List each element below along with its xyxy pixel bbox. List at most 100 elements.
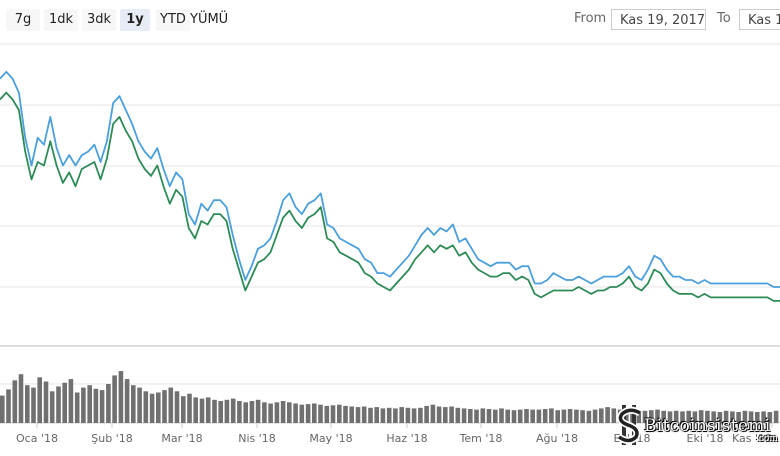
volume-bar: [280, 401, 286, 423]
volume-bar: [449, 406, 454, 423]
volume-bar: [312, 403, 317, 423]
volume-bar: [411, 408, 417, 423]
volume-bar: [517, 409, 523, 423]
volume-bar: [43, 381, 49, 423]
volume-bar: [293, 403, 298, 423]
series-line-blue: [0, 70, 780, 288]
volume-bar: [18, 374, 24, 423]
volume-bar: [667, 411, 673, 423]
volume-bar: [717, 412, 723, 423]
range-button-1y[interactable]: 1y: [120, 9, 150, 31]
volume-bar: [567, 409, 573, 423]
volume-bar: [268, 403, 273, 423]
volume-bar: [468, 409, 473, 423]
volume-bar: [355, 407, 361, 423]
volume-bar: [549, 408, 554, 423]
volume-bar: [187, 393, 192, 423]
volume-bar: [599, 408, 604, 423]
x-tick-label: Şub '18: [91, 432, 132, 445]
range-button-3dk[interactable]: 3dk: [82, 9, 116, 31]
volume-bar: [586, 410, 592, 423]
volume-bar: [299, 404, 305, 423]
from-label: From: [574, 11, 607, 26]
volume-bar: [418, 407, 423, 424]
volume-bar: [723, 410, 729, 423]
volume-bar: [430, 404, 436, 423]
volume-bar: [611, 408, 617, 423]
volume-bar: [349, 406, 354, 423]
volume-bar: [655, 409, 660, 423]
volume-bar: [386, 407, 392, 424]
volume-bar: [461, 408, 467, 423]
volume-bar: [767, 412, 773, 423]
volume-bar: [274, 402, 280, 423]
range-button-1dk[interactable]: 1dk: [44, 9, 78, 31]
volume-bar: [748, 411, 754, 423]
volume-bar: [218, 401, 223, 423]
volume-bar: [561, 409, 567, 423]
volume-bar: [199, 398, 205, 423]
volume-bar: [524, 409, 529, 423]
volume-bar: [361, 406, 367, 423]
volume-bar: [230, 398, 236, 423]
volume-bar: [106, 384, 111, 423]
volume-bar: [81, 387, 86, 423]
volume-bar: [730, 411, 735, 423]
volume-bar: [493, 409, 498, 423]
volume-bar: [112, 375, 117, 423]
x-tick-label: Oca '18: [16, 432, 58, 445]
series-line-green: [0, 91, 780, 302]
watermark-suffix-text: .com: [756, 434, 778, 444]
from-date-input[interactable]: Kas 19, 2017: [611, 9, 706, 30]
volume-bar: [405, 407, 411, 424]
x-tick-label: Haz '18: [386, 432, 427, 445]
volume-bar: [680, 411, 685, 423]
volume-bar: [31, 387, 36, 423]
volume-bar: [25, 385, 30, 423]
chart-gridlines: [0, 43, 780, 424]
volume-bar: [262, 402, 267, 423]
volume-bar: [624, 410, 629, 423]
volume-bar: [661, 410, 666, 423]
volume-bar: [393, 408, 398, 423]
volume-bar: [68, 379, 74, 423]
volume-bar: [530, 409, 535, 423]
volume-bar: [773, 410, 779, 423]
x-tick-label: Mar '18: [161, 432, 202, 445]
volume-bar: [243, 402, 248, 423]
volume-bar: [74, 392, 80, 423]
range-button-ytd[interactable]: YTD: [156, 9, 190, 31]
volume-bar: [636, 411, 642, 423]
volume-bar: [555, 410, 560, 423]
volume-bar: [605, 407, 610, 423]
range-button-7g[interactable]: 7g: [6, 9, 40, 31]
x-tick-label: Ağu '18: [536, 432, 578, 445]
x-tick-label: Tem '18: [459, 432, 503, 445]
volume-bar: [174, 391, 180, 423]
volume-bar: [124, 379, 130, 423]
volume-bar: [287, 402, 292, 423]
volume-bar: [580, 410, 585, 423]
volume-bar: [118, 371, 124, 423]
volume-bar: [87, 385, 92, 423]
volume-bar: [455, 407, 461, 424]
bitcoinsistemi-watermark: Bitcoinsistemi .com: [614, 404, 780, 448]
volume-bar: [505, 409, 510, 423]
to-date-input[interactable]: Kas 19, 2018: [739, 9, 780, 30]
volume-bar: [399, 407, 404, 423]
volume-bar: [368, 407, 373, 424]
volume-bar: [374, 407, 379, 423]
volume-bar: [480, 408, 486, 423]
volume-bar: [255, 399, 261, 423]
volume-bar: [592, 409, 598, 423]
volume-bar: [324, 405, 330, 423]
volume-bar: [12, 380, 18, 423]
volume-bar: [755, 412, 760, 423]
volume-bar: [499, 408, 504, 423]
volume-bar: [305, 404, 311, 423]
range-button-all[interactable]: YÜMÜ: [190, 12, 229, 27]
volume-bar: [511, 410, 517, 423]
volume-bar: [205, 397, 211, 423]
volume-bar: [642, 410, 648, 423]
volume-bar: [131, 385, 136, 423]
